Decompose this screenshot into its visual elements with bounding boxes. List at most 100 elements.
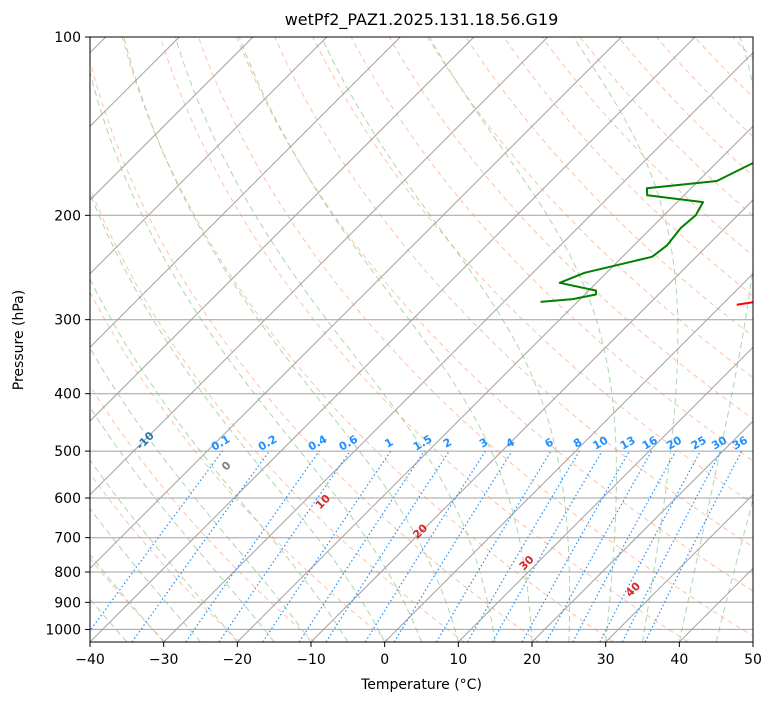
mixing-ratio-line bbox=[621, 450, 722, 642]
mixing-ratio-line bbox=[90, 450, 223, 632]
temperature-profile bbox=[736, 301, 753, 306]
plot-frame bbox=[89, 36, 754, 643]
mixing-ratio-line bbox=[572, 450, 677, 642]
isotherm bbox=[457, 346, 753, 642]
mixing-ratio-label: 0.2 bbox=[256, 433, 279, 454]
mixing-ratio-line bbox=[466, 450, 580, 642]
x-axis-label: Temperature (°C) bbox=[361, 677, 482, 693]
dry-adiabat bbox=[656, 37, 753, 138]
mixing-ratio-label: 13 bbox=[618, 434, 638, 453]
mixing-ratio-label: 0.4 bbox=[306, 432, 330, 453]
moist-adiabat bbox=[90, 459, 238, 642]
moist-adiabat bbox=[90, 553, 165, 642]
mixing-ratio-line bbox=[185, 450, 320, 642]
chart-title: wetPf2_PAZ1.2025.131.18.56.G19 bbox=[284, 10, 559, 29]
moist-adiabat bbox=[715, 497, 753, 642]
y-tick-label: 700 bbox=[54, 531, 81, 547]
y-tick-label: 400 bbox=[54, 387, 81, 403]
x-tick-label: 20 bbox=[523, 652, 541, 668]
moist-adiabat bbox=[678, 37, 753, 642]
mixing-ratio-label: 36 bbox=[730, 433, 750, 452]
dry-adiabat bbox=[541, 37, 753, 257]
isotherm bbox=[531, 420, 753, 642]
isotherm bbox=[90, 37, 549, 496]
isotherm bbox=[752, 641, 753, 642]
x-tick-label: 10 bbox=[449, 652, 467, 668]
dry-adiabat-label: 40 bbox=[623, 579, 643, 599]
moist-adiabat bbox=[90, 192, 386, 642]
y-tick-label: 800 bbox=[54, 565, 81, 581]
moist-adiabat bbox=[174, 37, 496, 642]
mixing-ratio-line bbox=[393, 450, 513, 642]
grid-layer bbox=[90, 37, 753, 642]
dry-adiabat-label: 10 bbox=[313, 492, 333, 512]
x-tick-label: −20 bbox=[223, 652, 253, 668]
dry-adiabat bbox=[465, 37, 753, 337]
mixing-ratio-label: 30 bbox=[709, 433, 729, 452]
dry-adiabat bbox=[503, 37, 753, 297]
dry-adiabat-label: -10 bbox=[134, 429, 157, 452]
y-axis-label: Pressure (hPa) bbox=[11, 289, 27, 391]
dry-adiabat bbox=[90, 384, 316, 642]
mixing-ratio-label: 16 bbox=[640, 433, 660, 452]
dry-adiabat bbox=[198, 37, 753, 637]
isotherm bbox=[90, 37, 401, 349]
x-tick-label: −40 bbox=[75, 652, 105, 668]
mixing-ratio-line bbox=[599, 450, 702, 642]
mixing-ratio-label: 3 bbox=[477, 436, 490, 451]
y-tick-label: 900 bbox=[54, 595, 81, 611]
isotherm bbox=[236, 125, 753, 642]
dry-adiabat bbox=[312, 37, 753, 505]
moist-adiabat bbox=[238, 37, 533, 642]
dry-adiabat bbox=[90, 472, 241, 642]
y-tick-label: 100 bbox=[54, 30, 81, 46]
dry-adiabat bbox=[90, 186, 465, 642]
x-tick-label: −30 bbox=[149, 652, 179, 668]
isotherm bbox=[163, 51, 753, 642]
mixing-ratio-line bbox=[218, 450, 351, 642]
x-tick-label: −10 bbox=[296, 652, 326, 668]
moist-adiabat bbox=[90, 70, 422, 642]
x-tick-label: 40 bbox=[670, 652, 688, 668]
dry-adiabat bbox=[236, 37, 753, 592]
y-tick-label: 200 bbox=[54, 208, 81, 224]
moist-adiabat bbox=[572, 37, 679, 642]
dry-adiabat bbox=[159, 37, 689, 642]
dry-adiabat bbox=[121, 37, 614, 642]
dry-adiabat bbox=[426, 37, 753, 378]
moist-adiabat bbox=[752, 640, 753, 642]
moist-adiabat bbox=[90, 347, 312, 642]
mixing-ratio-line bbox=[521, 450, 631, 642]
mixing-ratio-label: 20 bbox=[664, 433, 684, 452]
isotherm bbox=[90, 37, 622, 570]
dry-adiabat bbox=[274, 37, 753, 548]
y-tick-label: 500 bbox=[54, 444, 81, 460]
dry-adiabat-label: 30 bbox=[517, 553, 537, 573]
isotherm bbox=[310, 199, 753, 642]
moist-adiabat bbox=[123, 37, 459, 642]
mixing-ratio-line bbox=[325, 450, 450, 642]
dry-adiabat bbox=[694, 37, 753, 98]
mixing-ratio-label: 1 bbox=[382, 436, 395, 451]
axis-layer: −40 −30 −20 −10 0 10 20 30 40 5010009008007006005… bbox=[45, 30, 762, 668]
isotherm bbox=[90, 37, 696, 642]
mixing-ratio-line bbox=[131, 450, 270, 642]
mixing-ratio-line bbox=[491, 450, 603, 642]
moist-adiabat bbox=[90, 278, 349, 642]
x-tick-label: 30 bbox=[597, 652, 615, 668]
isotherm bbox=[90, 37, 254, 201]
mixing-ratio-label: 0.1 bbox=[209, 433, 232, 454]
isotherm bbox=[678, 567, 753, 642]
mixing-ratio-line bbox=[545, 450, 653, 642]
x-tick-label: 0 bbox=[380, 652, 389, 668]
moist-adiabat bbox=[320, 37, 571, 642]
dry-adiabat-label: 20 bbox=[410, 521, 430, 541]
dry-adiabat bbox=[388, 37, 753, 420]
dry-adiabat bbox=[90, 59, 540, 642]
isotherm bbox=[90, 37, 328, 275]
mixing-ratio-line bbox=[364, 450, 486, 642]
mixing-ratio-label: 0.6 bbox=[337, 432, 361, 453]
dry-adiabat bbox=[90, 291, 390, 642]
mixing-ratio-label: 2 bbox=[441, 436, 454, 451]
